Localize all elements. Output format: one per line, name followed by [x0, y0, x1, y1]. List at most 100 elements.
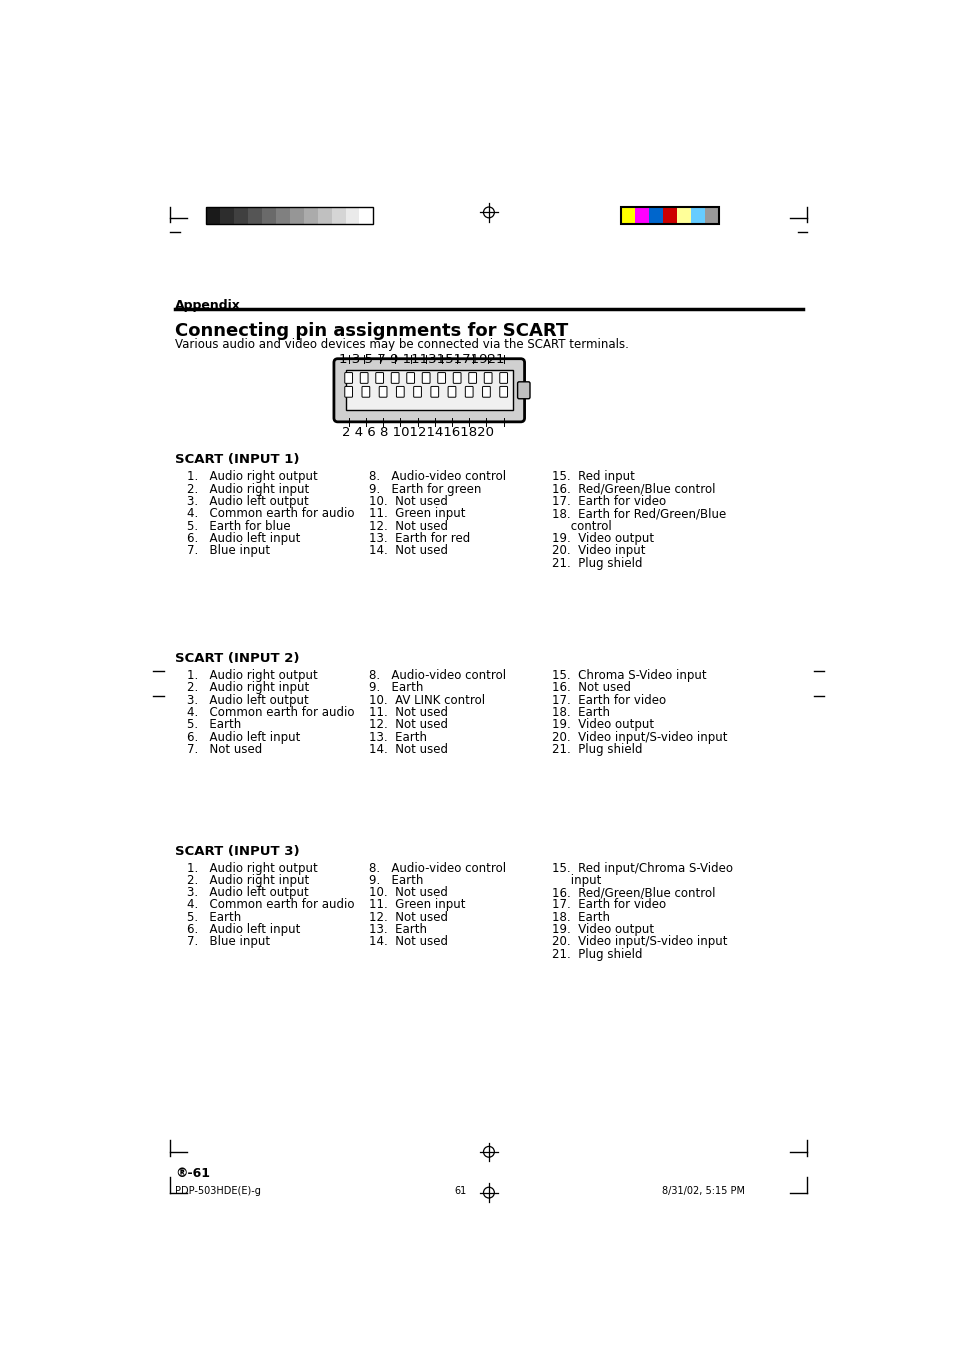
Text: Connecting pin assignments for SCART: Connecting pin assignments for SCART — [174, 322, 568, 340]
Bar — [332, 207, 345, 225]
Text: SCART (INPUT 3): SCART (INPUT 3) — [174, 844, 299, 858]
Text: 6.   Audio left input: 6. Audio left input — [187, 923, 300, 936]
Text: PDP-503HDE(E)-g: PDP-503HDE(E)-g — [174, 1187, 261, 1196]
Text: Various audio and video devices may be connected via the SCART terminals.: Various audio and video devices may be c… — [174, 338, 628, 350]
Text: 16.  Red/Green/Blue control: 16. Red/Green/Blue control — [551, 886, 715, 900]
Text: 18.  Earth: 18. Earth — [551, 706, 609, 718]
Text: 9.   Earth: 9. Earth — [369, 874, 423, 886]
Bar — [303, 207, 317, 225]
FancyBboxPatch shape — [499, 387, 507, 398]
Text: 21.  Plug shield: 21. Plug shield — [551, 556, 641, 570]
Text: 12.  Not used: 12. Not used — [369, 911, 447, 924]
Text: 2.   Audio right input: 2. Audio right input — [187, 483, 310, 495]
Text: 15.  Red input/Chroma S-Video: 15. Red input/Chroma S-Video — [551, 862, 732, 874]
Bar — [248, 207, 261, 225]
Text: 17.  Earth for video: 17. Earth for video — [551, 495, 665, 507]
Text: 61: 61 — [454, 1187, 466, 1196]
Text: 11.  Not used: 11. Not used — [369, 706, 447, 718]
Bar — [649, 207, 662, 225]
Bar — [233, 207, 248, 225]
Bar — [345, 371, 513, 410]
Text: input: input — [551, 874, 600, 886]
Text: 4.   Common earth for audio: 4. Common earth for audio — [187, 507, 355, 521]
Text: 13.  Earth: 13. Earth — [369, 731, 426, 744]
Text: 5.   Earth: 5. Earth — [187, 718, 241, 732]
Text: 11.  Green input: 11. Green input — [369, 507, 465, 521]
Text: 18.  Earth for Red/Green/Blue: 18. Earth for Red/Green/Blue — [551, 507, 725, 521]
FancyBboxPatch shape — [396, 387, 404, 398]
Text: 4.   Common earth for audio: 4. Common earth for audio — [187, 898, 355, 912]
Text: 17.  Earth for video: 17. Earth for video — [551, 694, 665, 706]
Text: 1 3 5 7 9 111315171921: 1 3 5 7 9 111315171921 — [339, 353, 504, 367]
Text: 2.   Audio right input: 2. Audio right input — [187, 874, 310, 886]
Text: 12.  Not used: 12. Not used — [369, 520, 447, 533]
Text: 15.  Red input: 15. Red input — [551, 471, 634, 483]
Text: 18.  Earth: 18. Earth — [551, 911, 609, 924]
Bar — [317, 207, 332, 225]
Text: 19.  Video output: 19. Video output — [551, 923, 653, 936]
Text: 10.  Not used: 10. Not used — [369, 886, 447, 900]
Bar — [704, 207, 719, 225]
Text: 7.   Blue input: 7. Blue input — [187, 935, 271, 948]
FancyBboxPatch shape — [414, 387, 421, 398]
FancyBboxPatch shape — [422, 372, 430, 383]
Text: 4.   Common earth for audio: 4. Common earth for audio — [187, 706, 355, 718]
Text: 7.   Blue input: 7. Blue input — [187, 544, 271, 557]
Bar — [635, 207, 649, 225]
FancyBboxPatch shape — [465, 387, 473, 398]
Text: 16.  Red/Green/Blue control: 16. Red/Green/Blue control — [551, 483, 715, 495]
Text: 1.   Audio right output: 1. Audio right output — [187, 862, 318, 874]
FancyBboxPatch shape — [375, 372, 383, 383]
Text: 17.  Earth for video: 17. Earth for video — [551, 898, 665, 912]
Text: 19.  Video output: 19. Video output — [551, 532, 653, 545]
Text: 5.   Earth: 5. Earth — [187, 911, 241, 924]
Bar — [677, 207, 691, 225]
FancyBboxPatch shape — [360, 372, 368, 383]
FancyBboxPatch shape — [379, 387, 387, 398]
Text: 10.  Not used: 10. Not used — [369, 495, 447, 507]
Text: 3.   Audio left output: 3. Audio left output — [187, 495, 309, 507]
FancyBboxPatch shape — [448, 387, 456, 398]
Bar — [662, 207, 677, 225]
Text: 2 4 6 8 101214161820: 2 4 6 8 101214161820 — [342, 426, 494, 438]
Text: 7.   Not used: 7. Not used — [187, 743, 262, 756]
Text: 14.  Not used: 14. Not used — [369, 935, 447, 948]
Text: 21.  Plug shield: 21. Plug shield — [551, 947, 641, 961]
Text: control: control — [551, 520, 611, 533]
Text: 15.  Chroma S-Video input: 15. Chroma S-Video input — [551, 668, 705, 682]
Text: 8/31/02, 5:15 PM: 8/31/02, 5:15 PM — [661, 1187, 744, 1196]
Bar — [275, 207, 290, 225]
Text: 1.   Audio right output: 1. Audio right output — [187, 471, 318, 483]
Bar — [620, 207, 719, 225]
Text: Appendix: Appendix — [174, 299, 241, 313]
Text: 10.  AV LINK control: 10. AV LINK control — [369, 694, 484, 706]
Bar — [220, 207, 233, 225]
Text: 9.   Earth: 9. Earth — [369, 682, 423, 694]
Bar — [290, 207, 303, 225]
FancyBboxPatch shape — [391, 372, 398, 383]
FancyBboxPatch shape — [431, 387, 438, 398]
Text: 20.  Video input: 20. Video input — [551, 544, 644, 557]
Text: 20.  Video input/S-video input: 20. Video input/S-video input — [551, 935, 726, 948]
Bar — [359, 207, 373, 225]
FancyBboxPatch shape — [482, 387, 490, 398]
Text: SCART (INPUT 1): SCART (INPUT 1) — [174, 453, 299, 467]
Bar — [345, 207, 359, 225]
Text: ®-61: ®-61 — [174, 1168, 210, 1180]
Text: 6.   Audio left input: 6. Audio left input — [187, 532, 300, 545]
Text: 8.   Audio-video control: 8. Audio-video control — [369, 471, 505, 483]
Text: 9.   Earth for green: 9. Earth for green — [369, 483, 480, 495]
Text: 5.   Earth for blue: 5. Earth for blue — [187, 520, 291, 533]
FancyBboxPatch shape — [468, 372, 476, 383]
FancyBboxPatch shape — [499, 372, 507, 383]
Bar — [261, 207, 275, 225]
FancyBboxPatch shape — [361, 387, 370, 398]
Text: 19.  Video output: 19. Video output — [551, 718, 653, 732]
FancyBboxPatch shape — [517, 382, 530, 399]
Text: 12.  Not used: 12. Not used — [369, 718, 447, 732]
Bar — [206, 207, 220, 225]
Text: 13.  Earth for red: 13. Earth for red — [369, 532, 470, 545]
Text: 11.  Green input: 11. Green input — [369, 898, 465, 912]
Text: 8.   Audio-video control: 8. Audio-video control — [369, 862, 505, 874]
Text: 3.   Audio left output: 3. Audio left output — [187, 694, 309, 706]
